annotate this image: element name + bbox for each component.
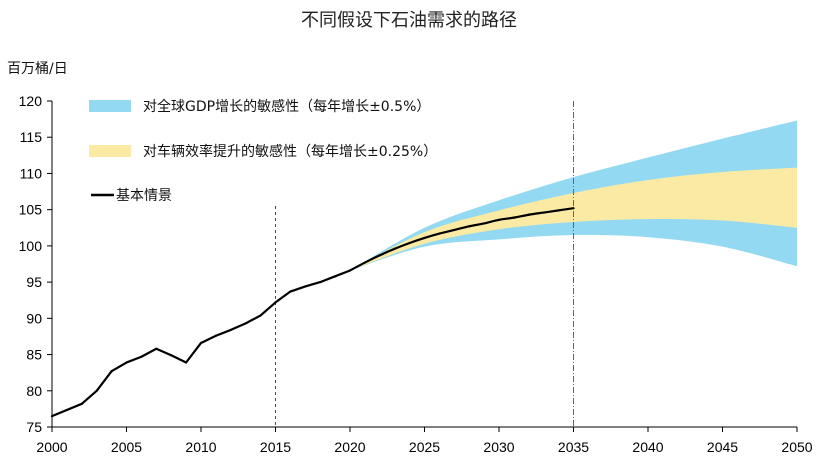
y-tick-label: 95 [26,274,42,290]
base-scenario-point [348,269,352,272]
base-scenario-point [125,361,128,364]
base-scenario-point [274,301,277,304]
x-tick-label: 2050 [781,439,812,455]
x-tick-label: 2030 [483,439,514,455]
y-tick-label: 100 [19,238,43,254]
base-scenario-point [468,225,471,228]
base-scenario-point [199,341,203,345]
y-tick-label: 110 [20,165,43,181]
x-tick-label: 2015 [260,439,291,455]
base-scenario-point [512,216,516,219]
legend-gdp-swatch [89,100,131,112]
y-axis-unit-label: 百万桶/日 [7,61,68,77]
base-scenario-point [572,207,575,210]
base-scenario-point [185,361,188,364]
base-scenario-point [244,322,247,325]
y-tick-label: 75 [26,419,42,435]
base-scenario-point [289,290,292,293]
base-scenario-point [557,209,560,212]
base-scenario-point [229,328,232,332]
x-tick-label: 2045 [707,439,738,455]
x-tick-label: 2035 [558,439,589,455]
legend-efficiency-label: 对车辆效率提升的敏感性（每年增长±0.25%） [143,143,437,160]
x-tick-label: 2040 [632,439,663,455]
base-scenario-point [95,389,98,392]
base-scenario-point [214,334,217,337]
base-scenario-point [334,275,337,278]
x-tick-label: 2025 [409,439,440,455]
y-tick-label: 120 [19,93,43,109]
base-scenario-point [259,314,262,317]
base-scenario-point [155,347,158,350]
base-scenario-point [423,236,426,240]
base-scenario-point [497,218,501,221]
x-tick-label: 2000 [36,439,67,455]
legend-base-label: 基本情景 [116,187,172,204]
base-scenario-point [483,222,486,225]
y-tick-label: 85 [26,347,42,363]
base-scenario-point [304,285,307,288]
x-tick-label: 2005 [111,439,142,455]
x-tick-label: 2010 [185,439,216,455]
base-scenario-point [453,228,456,232]
base-scenario-point [140,355,143,358]
x-tick-label: 2020 [334,439,365,455]
base-scenario-point [527,213,530,216]
base-scenario-point [542,211,545,214]
base-scenario-point [438,232,441,235]
y-tick-label: 105 [19,202,43,218]
base-scenario-point [363,261,366,264]
chart-title: 不同假设下石油需求的路径 [301,10,517,31]
base-scenario-point [80,402,83,405]
legend-gdp-label: 对全球GDP增长的敏感性（每年增长±0.5%） [143,98,430,115]
base-scenario-point [408,241,411,245]
base-scenario-point [319,281,322,284]
base-scenario-point [393,247,396,250]
base-scenario-point [378,254,381,257]
y-tick-label: 80 [26,383,42,399]
y-tick-label: 90 [26,310,42,326]
base-scenario-point [170,354,173,357]
y-tick-label: 115 [20,129,43,145]
base-scenario-point [110,370,113,373]
legend-efficiency-swatch [89,145,131,157]
